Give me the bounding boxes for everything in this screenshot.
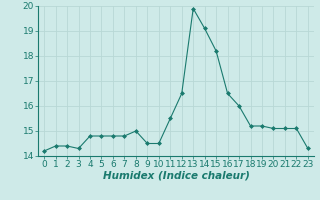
- X-axis label: Humidex (Indice chaleur): Humidex (Indice chaleur): [103, 171, 249, 181]
